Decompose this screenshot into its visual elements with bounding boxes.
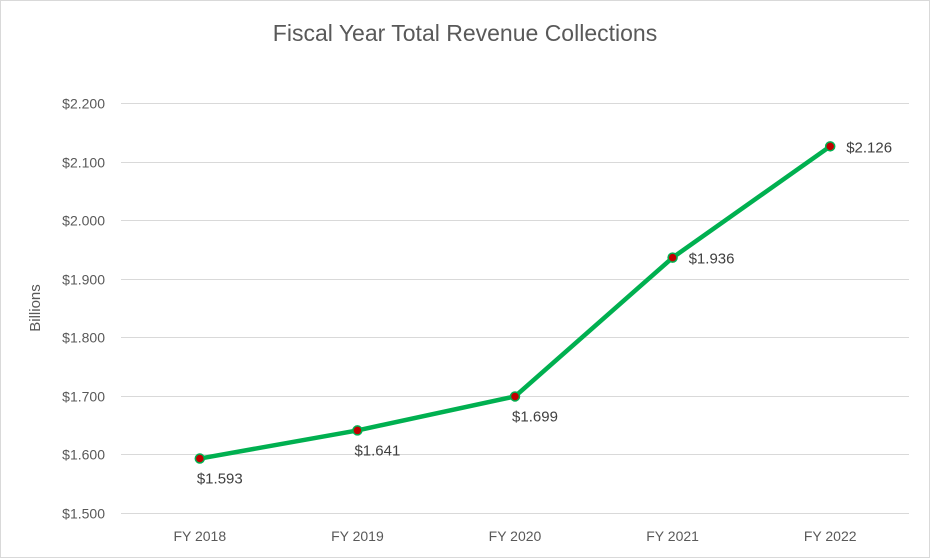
x-tick-label: FY 2019 [331,528,384,544]
y-tick-label: $1.600 [62,447,105,463]
x-tick-label: FY 2018 [173,528,226,544]
data-point-marker [667,252,678,263]
x-tick-label: FY 2020 [489,528,542,544]
y-tick-label: $1.900 [62,272,105,288]
y-tick-label: $1.800 [62,330,105,346]
data-label: $1.699 [512,408,558,425]
x-tick-label: FY 2021 [646,528,699,544]
data-point-marker [352,425,363,436]
data-label: $1.936 [689,251,735,268]
y-tick-label: $2.000 [62,213,105,229]
data-label: $2.126 [846,139,892,156]
y-tick-label: $1.500 [62,506,105,522]
y-axis-label: Billions [27,284,44,332]
data-label: $1.641 [354,442,400,459]
data-point-marker [509,391,521,402]
x-tick-label: FY 2022 [804,528,857,544]
y-tick-label: $1.700 [62,389,105,405]
data-point-marker [194,453,206,464]
data-point-marker [824,141,836,152]
data-label: $1.593 [197,471,243,488]
y-tick-label: $2.100 [62,155,105,171]
chart-title: Fiscal Year Total Revenue Collections [273,20,657,46]
y-tick-label: $2.200 [62,96,105,112]
